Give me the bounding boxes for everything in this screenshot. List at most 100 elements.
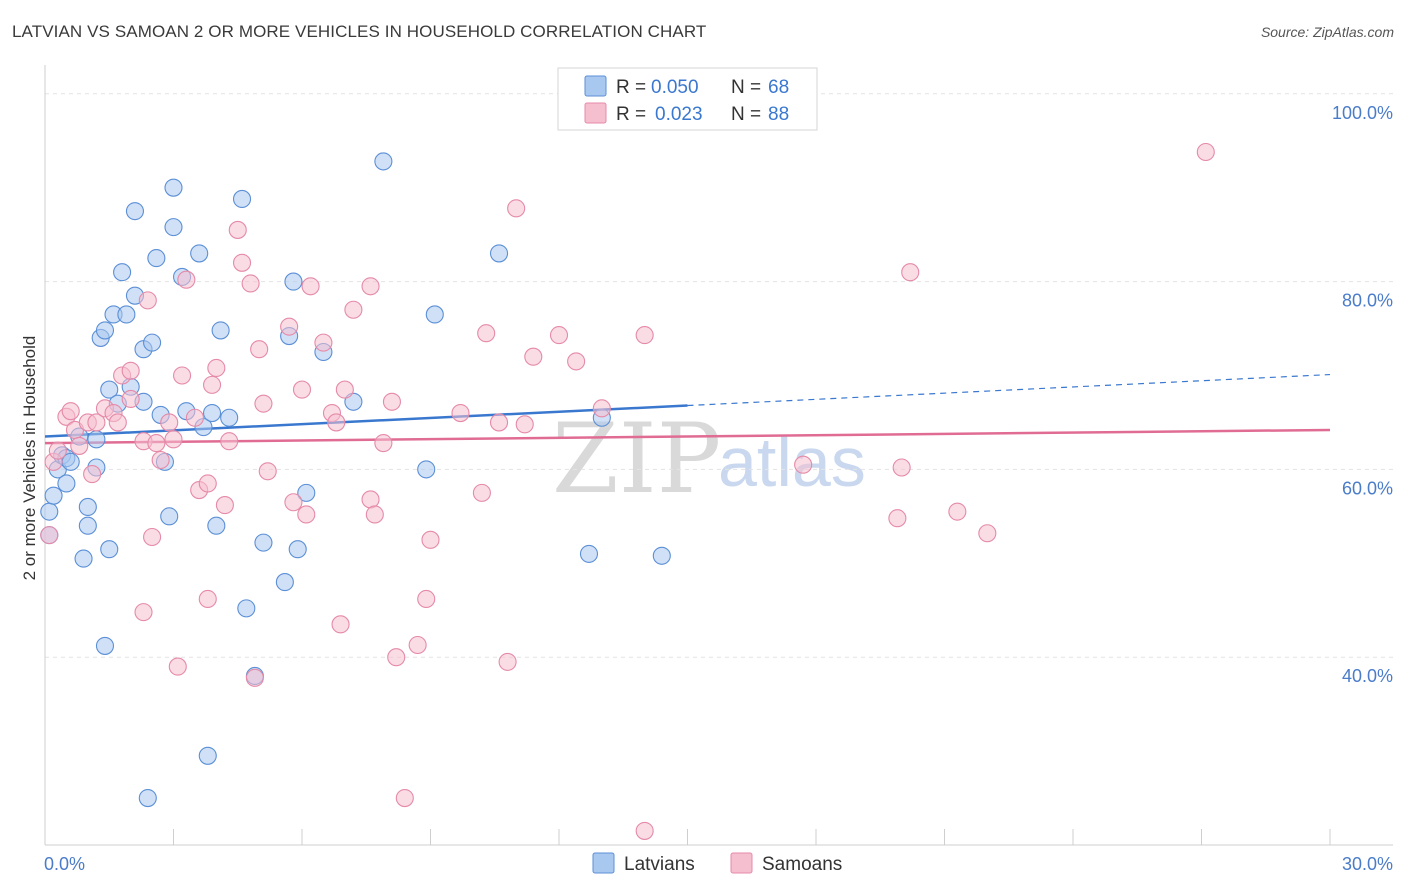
samoan-point: [164, 430, 183, 449]
samoan-point: [549, 326, 569, 345]
samoan-point: [258, 462, 277, 481]
axes: [44, 65, 1393, 846]
samoan-point: [901, 263, 920, 282]
samoan-point: [108, 413, 127, 432]
samoan-point: [173, 366, 192, 385]
samoan-point: [220, 432, 239, 451]
latvian-point: [57, 474, 76, 493]
gridlines: [45, 93, 1393, 658]
samoan-point: [138, 291, 157, 310]
samoan-point: [280, 317, 299, 336]
samoan-point: [168, 657, 187, 676]
samoan-point: [301, 277, 320, 296]
latvian-trend-extension: [687, 373, 1331, 407]
samoan-point: [314, 333, 333, 352]
samoan-point: [892, 458, 911, 477]
latvian-point: [74, 549, 93, 568]
latvian-point: [417, 460, 436, 479]
latvian-point: [203, 403, 222, 423]
legend-bottom-latvian-swatch: [592, 852, 615, 874]
latvian-point: [237, 599, 256, 618]
legend-top: R = 0.050 N = 68 R = 0.023 N = 88: [557, 67, 818, 131]
latvian-point: [489, 244, 509, 263]
tick-labels: 100.0% 80.0% 60.0% 40.0% 0.0% 30.0%: [44, 103, 1393, 874]
legend-bottom-latvian-label: Latvians: [624, 854, 695, 875]
samoan-point: [297, 505, 316, 524]
latvian-point: [138, 788, 157, 808]
latvian-point: [113, 263, 132, 282]
source-label: Source: ZipAtlas.com: [1260, 24, 1394, 40]
latvian-point: [207, 516, 226, 535]
x-tick-label: 30.0%: [1342, 854, 1393, 874]
y-tick-label: 60.0%: [1342, 478, 1393, 498]
samoan-point: [177, 270, 196, 289]
samoan-point: [635, 821, 654, 840]
samoan-point: [635, 326, 654, 345]
samoan-point: [40, 526, 59, 545]
samoan-point: [361, 277, 380, 296]
latvian-point: [374, 152, 393, 171]
legend-latvian-n-value: 68: [768, 77, 789, 98]
samoan-point: [477, 324, 496, 343]
samoan-point: [121, 361, 140, 380]
latvian-point: [44, 486, 63, 505]
legend-latvian-r-value: 0.050: [651, 77, 699, 98]
latvian-point: [190, 244, 209, 263]
samoan-point: [472, 483, 491, 502]
latvian-point: [143, 333, 162, 352]
legend-samoan-n-label: N =: [731, 104, 761, 125]
samoan-point: [143, 527, 162, 547]
samoan-trend-line: [44, 428, 1331, 445]
samoan-point: [344, 300, 363, 319]
latvian-point: [117, 305, 136, 324]
watermark-zip: ZIP: [552, 403, 721, 515]
trend-lines: [44, 373, 1331, 445]
latvian-point: [95, 636, 115, 655]
latvian-point: [125, 202, 144, 221]
legend-samoan-r-value: 0.023: [655, 104, 703, 125]
samoan-point: [203, 375, 222, 394]
samoan-point: [87, 413, 106, 432]
samoan-point: [498, 652, 517, 671]
latvian-point: [87, 430, 106, 449]
samoan-point: [489, 413, 509, 432]
samoan-point: [151, 450, 170, 470]
latvian-point: [198, 746, 217, 765]
samoan-point: [134, 603, 153, 622]
samoan-point: [228, 220, 247, 239]
latvian-point: [95, 321, 115, 340]
samoan-point: [948, 502, 967, 521]
samoan-point: [408, 635, 427, 655]
legend-samoan-n-value: 88: [768, 104, 789, 125]
latvian-point: [288, 540, 307, 559]
y-axis-label: 2 or more Vehicles in Household: [20, 336, 39, 581]
legend-bottom-samoan-label: Samoans: [762, 854, 842, 875]
latvian-point: [284, 272, 303, 291]
samoan-point: [83, 465, 102, 484]
samoan-point: [794, 455, 813, 474]
latvian-point: [652, 546, 671, 565]
samoan-point: [515, 415, 534, 434]
legend-latvian-swatch: [584, 75, 607, 97]
samoan-point: [567, 352, 586, 371]
samoan-point: [374, 434, 393, 453]
samoan-point: [241, 274, 260, 293]
samoan-point: [185, 408, 204, 427]
samoan-point: [365, 505, 384, 524]
samoan-point: [160, 413, 179, 432]
y-tick-label: 40.0%: [1342, 666, 1393, 686]
latvian-point: [78, 516, 97, 535]
latvian-point: [232, 189, 252, 209]
samoan-point: [387, 648, 406, 667]
samoan-point: [292, 380, 312, 399]
legend-bottom: Latvians Samoans: [592, 852, 842, 875]
samoan-point: [215, 496, 234, 515]
samoan-point: [421, 530, 440, 549]
latvian-point: [425, 305, 444, 324]
samoan-point: [451, 403, 470, 423]
samoan-point: [48, 441, 67, 460]
samoan-point: [250, 340, 269, 359]
latvian-point: [579, 544, 599, 563]
samoan-point: [245, 668, 264, 687]
